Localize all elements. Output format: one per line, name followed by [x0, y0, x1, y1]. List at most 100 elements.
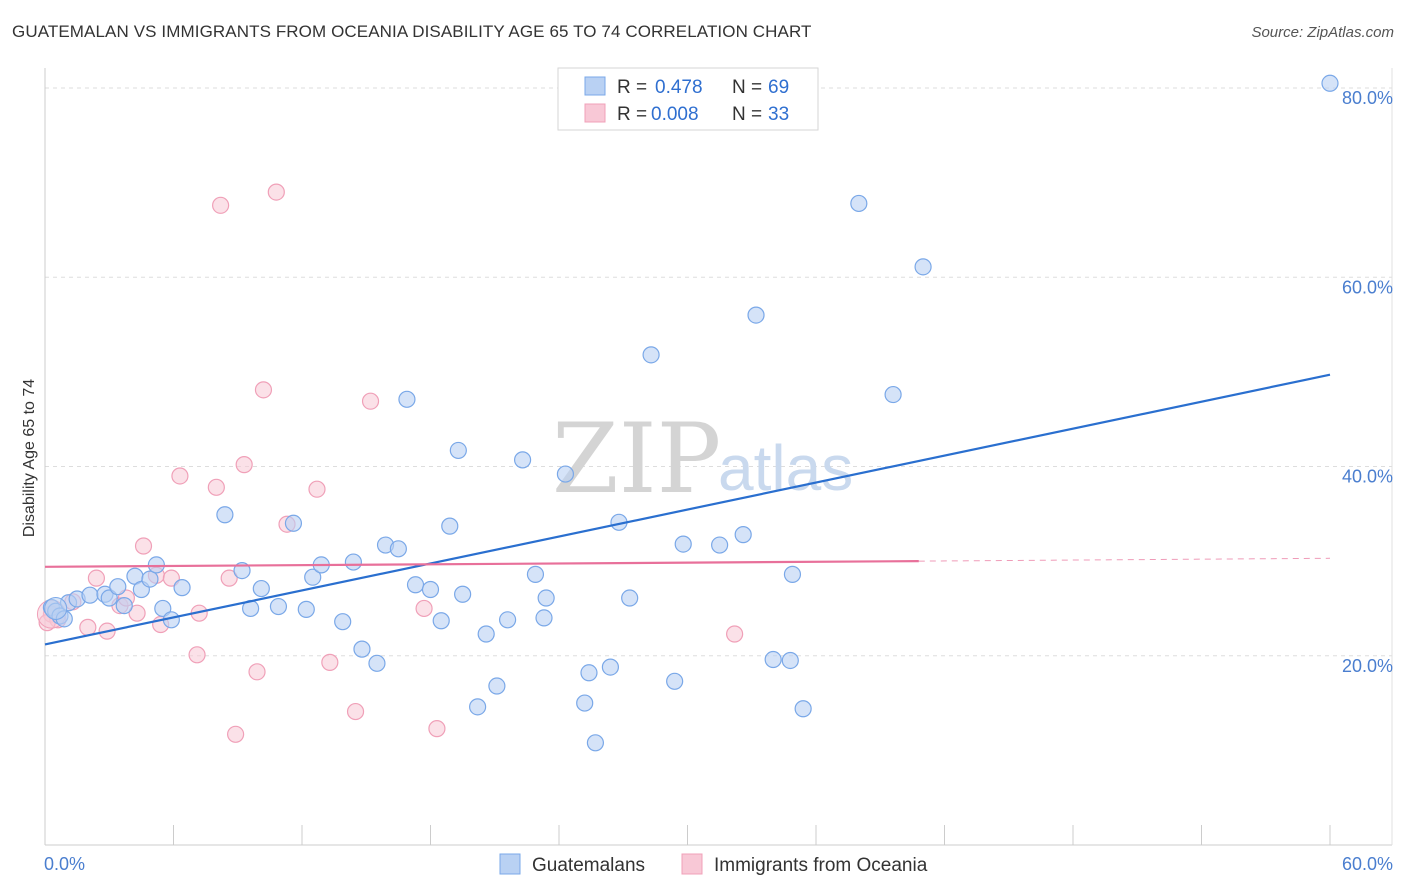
guatemalan-trend-line: [44, 373, 1331, 646]
guatemalan-point: [406, 576, 425, 594]
tick-labels: 20.0% 40.0% 60.0% 80.0% 0.0% 60.0%: [44, 88, 1393, 874]
gridlines: [45, 87, 1392, 657]
oceania-point: [171, 467, 189, 485]
guatemalan-point: [334, 613, 352, 631]
guatemalan-point: [914, 258, 932, 276]
legend-r-value-1: 0.478: [655, 77, 703, 98]
oceania-point: [428, 720, 446, 738]
guatemalan-point: [794, 700, 812, 718]
guatemalan-point: [781, 651, 799, 670]
y-tick-label: 20.0%: [1342, 656, 1393, 676]
y-tick-label: 40.0%: [1342, 467, 1393, 487]
guatemalan-point: [477, 625, 495, 643]
oceania-point: [128, 604, 146, 622]
series-legend: Guatemalans Immigrants from Oceania: [499, 853, 928, 876]
guatemalan-point: [499, 611, 517, 629]
legend-swatch-pink: [584, 103, 606, 123]
guatemalan-point: [642, 346, 660, 364]
oceania-point: [415, 599, 433, 618]
y-tick-label: 80.0%: [1342, 88, 1393, 108]
source-credit: Source: ZipAtlas.com: [1251, 24, 1394, 41]
guatemalan-point: [81, 586, 99, 604]
oceania-point: [188, 646, 206, 664]
oceania-point: [248, 663, 266, 681]
correlation-legend: R = 0.478 N = 69 R = 0.008 N = 33: [557, 67, 819, 131]
guatemalan-point: [601, 658, 620, 676]
guatemalan-point: [884, 385, 902, 404]
guatemalan-point: [556, 465, 575, 483]
oceania-point: [87, 569, 106, 587]
oceania-point: [308, 480, 326, 498]
guatemalan-point: [513, 451, 532, 469]
legend-r-value-2: 0.008: [651, 104, 699, 125]
oceania-trend-extension: [918, 557, 1331, 562]
guatemalan-point: [269, 597, 288, 616]
guatemalan-point: [344, 553, 362, 571]
oceania-point: [207, 478, 225, 496]
oceania-point: [227, 725, 245, 743]
oceania-point: [220, 569, 238, 587]
guatemalan-point: [674, 535, 692, 553]
x-tick-label: 60.0%: [1342, 854, 1393, 874]
watermark-zip: ZIP: [552, 403, 721, 515]
oceania-point: [267, 183, 285, 201]
oceania-point: [212, 196, 230, 214]
oceania-point: [162, 569, 180, 587]
guatemalan-point: [1321, 74, 1339, 92]
oceania-point: [726, 625, 744, 643]
oceania-point: [321, 653, 339, 671]
guatemalan-point: [621, 589, 639, 607]
guatemalan-point: [666, 672, 684, 690]
guatemalan-point: [368, 654, 386, 672]
axes: [44, 68, 1393, 846]
legend-n-label-2: N =: [732, 104, 762, 125]
legend-n-value-2: 33: [768, 104, 789, 125]
guatemalan-point: [454, 585, 472, 603]
guatemalan-point: [398, 390, 416, 408]
guatemalan-point: [115, 596, 133, 615]
legend-r-label-1: R =: [617, 77, 647, 98]
guatemalan-point: [44, 596, 68, 620]
guatemalan-point: [109, 578, 127, 596]
guatemalan-point: [421, 580, 440, 599]
guatemalan-point: [747, 306, 765, 324]
guatemalan-point: [141, 570, 159, 588]
legend-swatch-blue: [584, 76, 606, 96]
guatemalan-point: [154, 599, 172, 618]
guatemalan-point: [783, 565, 802, 583]
guatemalan-point: [353, 640, 371, 658]
series-swatch-guatemalans: [499, 853, 521, 875]
guatemalan-point: [576, 694, 594, 712]
series-label-guatemalans: Guatemalans: [532, 855, 645, 876]
legend-n-label-1: N =: [732, 77, 762, 98]
guatemalan-point: [535, 609, 553, 627]
oceania-point: [79, 618, 97, 636]
guatemalan-point: [580, 664, 598, 682]
guatemalan-point: [432, 612, 450, 630]
guatemalan-point: [711, 536, 729, 554]
guatemalan-point: [173, 579, 191, 597]
oceania-point: [235, 456, 253, 474]
legend-n-value-1: 69: [768, 77, 789, 98]
guatemalan-point: [526, 565, 545, 583]
watermark: ZIP atlas: [552, 403, 853, 515]
oceania-point: [361, 392, 380, 410]
guatemalan-point: [297, 600, 315, 618]
oceania-point: [134, 537, 153, 555]
chart-title: GUATEMALAN VS IMMIGRANTS FROM OCEANIA DI…: [12, 22, 812, 41]
guatemalan-points: [42, 74, 1339, 752]
guatemalan-point: [469, 698, 487, 716]
guatemalan-point: [764, 650, 782, 669]
guatemalan-point: [252, 579, 270, 598]
guatemalan-point: [537, 589, 555, 607]
oceania-point: [346, 702, 365, 721]
y-axis-title: Disability Age 65 to 74: [21, 379, 38, 537]
guatemalan-point: [441, 517, 459, 535]
oceania-trend-line: [44, 560, 919, 568]
guatemalan-point: [100, 589, 118, 607]
guatemalan-point: [216, 506, 234, 524]
guatemalan-point: [488, 677, 506, 695]
watermark-atlas: atlas: [718, 432, 853, 504]
y-tick-label: 60.0%: [1342, 277, 1393, 297]
